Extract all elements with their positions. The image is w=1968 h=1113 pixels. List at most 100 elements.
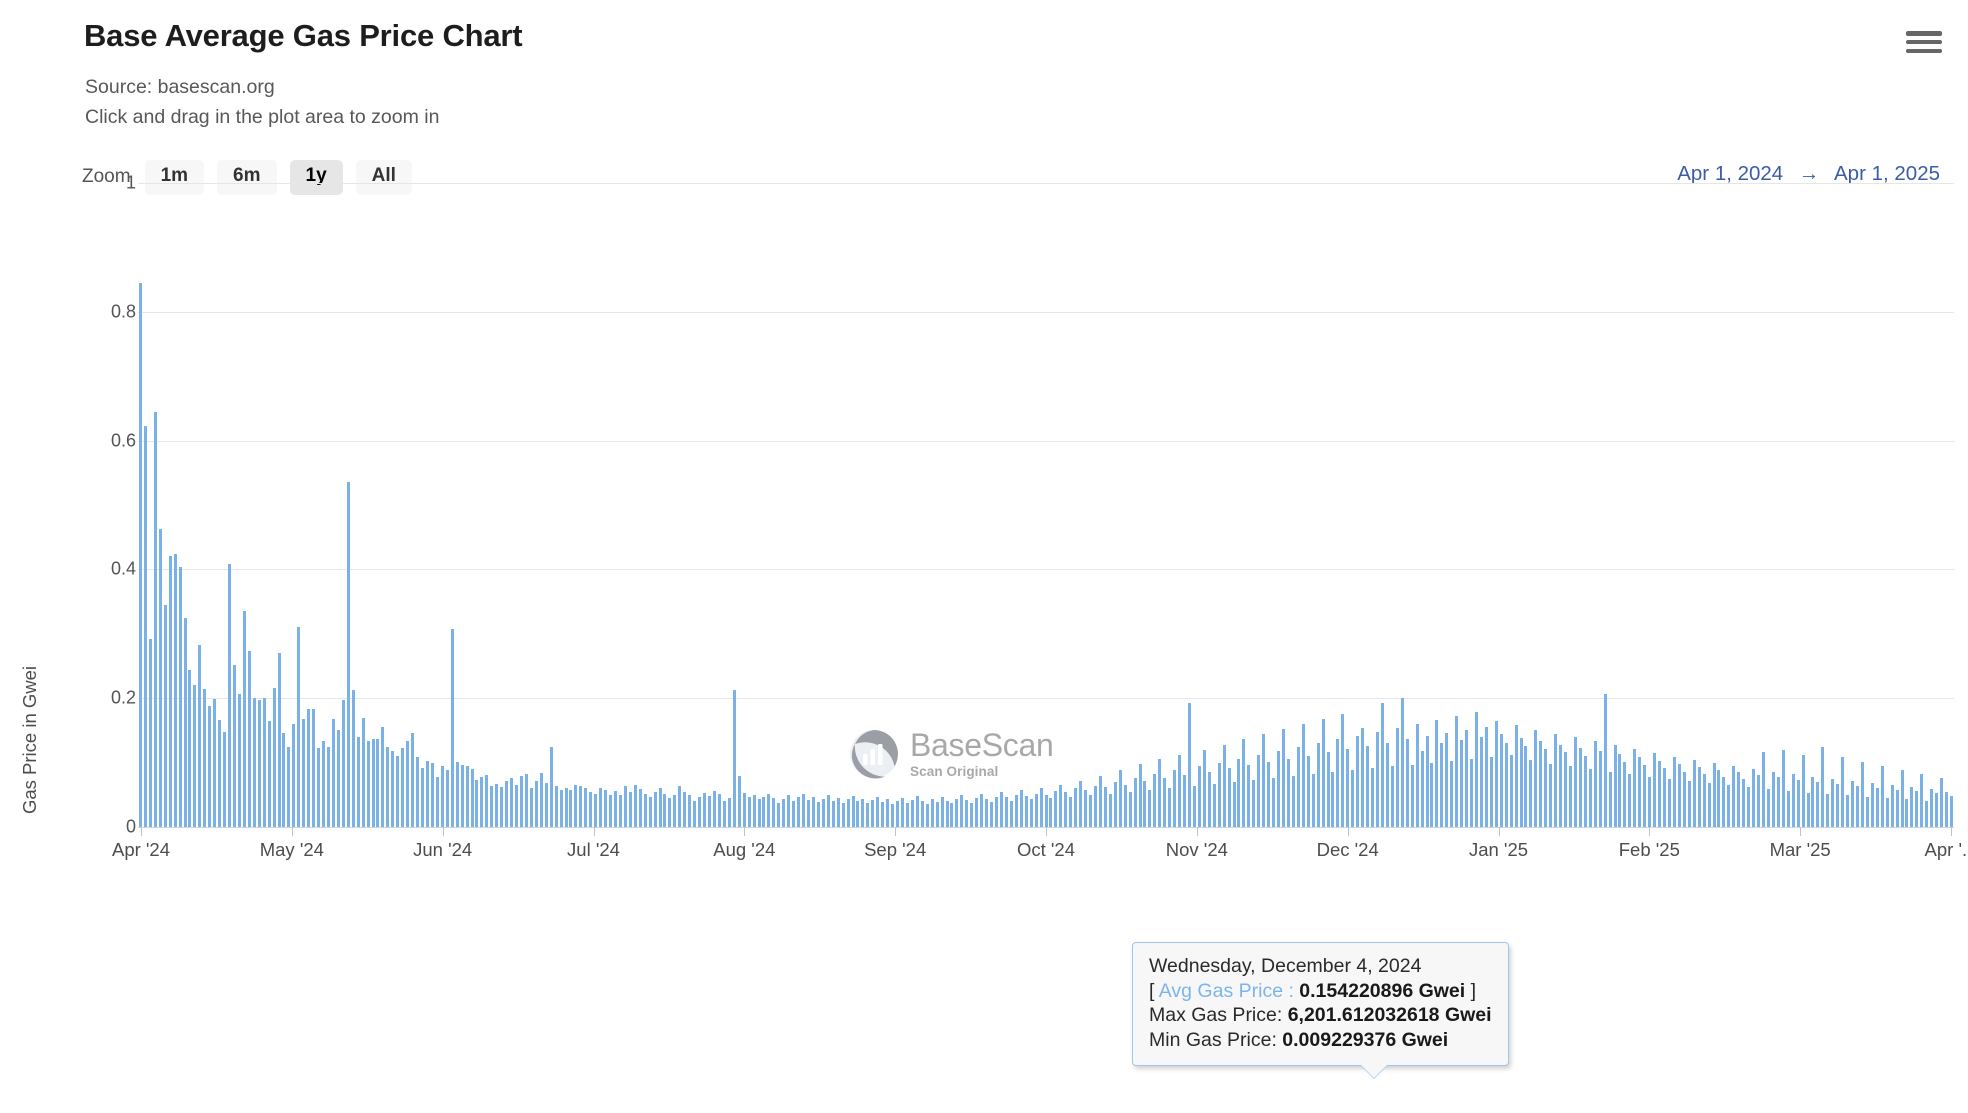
chart-bar[interactable] — [1331, 772, 1335, 827]
chart-bar[interactable] — [1752, 769, 1756, 827]
chart-bar[interactable] — [297, 627, 301, 827]
chart-bar[interactable] — [1707, 783, 1711, 827]
chart-bar[interactable] — [1316, 743, 1320, 827]
chart-bar[interactable] — [505, 781, 509, 827]
chart-bar[interactable] — [752, 794, 756, 827]
chart-bar[interactable] — [1776, 777, 1780, 827]
chart-bar[interactable] — [777, 802, 781, 827]
chart-bar[interactable] — [1737, 772, 1741, 827]
chart-bar[interactable] — [717, 793, 721, 827]
chart-bar[interactable] — [648, 796, 652, 827]
chart-bar[interactable] — [1024, 796, 1028, 827]
chart-bar[interactable] — [1138, 763, 1142, 827]
chart-bar[interactable] — [1460, 740, 1464, 827]
chart-bar[interactable] — [173, 553, 177, 827]
chart-bar[interactable] — [1633, 749, 1637, 827]
chart-bar[interactable] — [1628, 774, 1632, 827]
chart-bar[interactable] — [1282, 729, 1285, 827]
chart-bar[interactable] — [1900, 770, 1904, 827]
chart-bar[interactable] — [643, 793, 647, 827]
chart-bar[interactable] — [401, 748, 405, 827]
chart-bar[interactable] — [1826, 794, 1830, 827]
chart-bar[interactable] — [1217, 762, 1221, 827]
chart-bar[interactable] — [673, 794, 677, 827]
chart-bar[interactable] — [1697, 767, 1701, 827]
chart-bar[interactable] — [584, 788, 588, 827]
chart-bar[interactable] — [747, 797, 751, 827]
chart-bar[interactable] — [1885, 798, 1889, 827]
chart-bar[interactable] — [1564, 752, 1568, 827]
chart-bar[interactable] — [277, 653, 281, 827]
chart-bar[interactable] — [1791, 774, 1795, 827]
chart-bar[interactable] — [178, 566, 182, 827]
chart-bar[interactable] — [1766, 789, 1770, 827]
chart-bar[interactable] — [1771, 771, 1775, 827]
chart-bar[interactable] — [985, 798, 989, 827]
chart-bar[interactable] — [574, 784, 578, 827]
chart-bar[interactable] — [633, 784, 637, 827]
chart-bar[interactable] — [485, 775, 489, 827]
chart-bar[interactable] — [1569, 766, 1572, 827]
chart-bar[interactable] — [435, 776, 439, 827]
chart-bar[interactable] — [1227, 768, 1231, 827]
chart-bar[interactable] — [802, 794, 806, 827]
chart-bar[interactable] — [242, 610, 246, 827]
chart-bar[interactable] — [193, 684, 197, 827]
chart-bar[interactable] — [317, 748, 321, 827]
chart-bar[interactable] — [1064, 792, 1068, 827]
chart-bar[interactable] — [1816, 781, 1820, 827]
chart-bar[interactable] — [336, 730, 340, 827]
chart-bar[interactable] — [767, 793, 771, 827]
chart-bar[interactable] — [534, 780, 538, 827]
chart-bar[interactable] — [366, 740, 370, 827]
chart-bar[interactable] — [327, 746, 330, 827]
chart-bar[interactable] — [1489, 756, 1493, 827]
chart-bar[interactable] — [1267, 761, 1271, 827]
chart-bar[interactable] — [411, 732, 415, 827]
chart-bar[interactable] — [515, 785, 519, 827]
chart-bar[interactable] — [1722, 776, 1726, 827]
chart-bar[interactable] — [1643, 765, 1647, 827]
chart-bar[interactable] — [1875, 787, 1879, 827]
chart-bar[interactable] — [762, 796, 766, 827]
chart-bar[interactable] — [1781, 749, 1785, 827]
chart-bar[interactable] — [861, 798, 865, 827]
chart-bar[interactable] — [237, 694, 241, 827]
chart-bar[interactable] — [623, 786, 627, 827]
chart-bar[interactable] — [821, 798, 825, 827]
chart-bar[interactable] — [232, 664, 236, 827]
chart-bar[interactable] — [816, 801, 820, 827]
chart-bar[interactable] — [1573, 737, 1577, 827]
chart-bar[interactable] — [1831, 779, 1835, 827]
chart-bar[interactable] — [905, 802, 909, 827]
chart-bar[interactable] — [1351, 770, 1355, 827]
chart-bar[interactable] — [594, 793, 598, 827]
chart-bar[interactable] — [1336, 739, 1340, 827]
chart-bar[interactable] — [722, 801, 726, 827]
chart-bar[interactable] — [1069, 796, 1073, 827]
chart-bar[interactable] — [1682, 771, 1686, 827]
chart-bar[interactable] — [1272, 778, 1276, 827]
chart-bar[interactable] — [1930, 789, 1934, 827]
chart-bar[interactable] — [218, 720, 222, 827]
chart-canvas[interactable]: Gas Price in Gwei 0 0.2 0.4 0.6 0.8 1 Apr '24… — [0, 173, 1968, 1113]
chart-bar[interactable] — [1029, 799, 1033, 827]
chart-bar[interactable] — [183, 617, 187, 827]
range-from-date[interactable]: Apr 1, 2024 — [1677, 162, 1784, 185]
chart-bar[interactable] — [549, 747, 553, 827]
chart-bar[interactable] — [1054, 790, 1058, 827]
chart-bar[interactable] — [1306, 755, 1310, 827]
chart-bar[interactable] — [1648, 776, 1652, 827]
chart-bar[interactable] — [529, 788, 533, 827]
chart-bar[interactable] — [1811, 776, 1815, 827]
chart-bar[interactable] — [490, 785, 494, 827]
chart-bar[interactable] — [1366, 745, 1370, 827]
chart-bar[interactable] — [693, 800, 697, 827]
chart-bar[interactable] — [1578, 747, 1582, 827]
chart-bar[interactable] — [1133, 778, 1137, 827]
chart-bar[interactable] — [935, 801, 939, 827]
chart-bar[interactable] — [1539, 741, 1543, 827]
chart-bar[interactable] — [1049, 798, 1053, 827]
chart-bar[interactable] — [163, 604, 167, 827]
chart-bar[interactable] — [1197, 766, 1201, 827]
